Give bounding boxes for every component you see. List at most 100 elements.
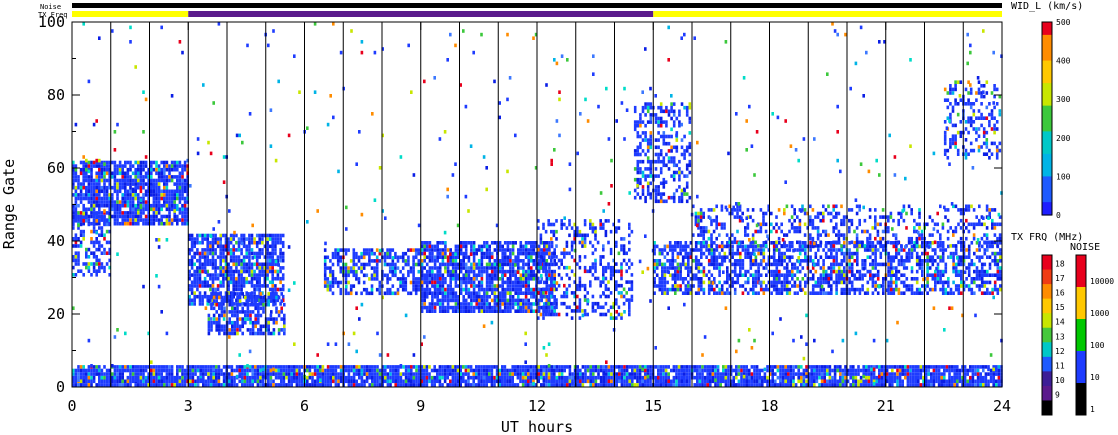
range-cell xyxy=(957,287,961,292)
range-cell xyxy=(417,280,421,285)
range-cell xyxy=(176,196,179,201)
range-cell xyxy=(79,211,83,215)
range-cell xyxy=(79,200,83,204)
range-cell xyxy=(222,273,225,277)
range-cell xyxy=(926,255,929,259)
range-cell xyxy=(850,273,854,277)
range-cell xyxy=(134,171,137,176)
range-cell xyxy=(599,312,602,317)
range-cell xyxy=(207,331,211,336)
range-cell xyxy=(459,277,463,281)
range-cell xyxy=(537,219,540,223)
range-cell xyxy=(467,269,471,274)
range-cell xyxy=(248,244,251,249)
range-cell xyxy=(798,259,802,263)
range-cell xyxy=(798,222,802,227)
range-cell xyxy=(196,237,199,241)
range-cell xyxy=(459,280,463,285)
range-cell xyxy=(819,255,823,259)
range-cell xyxy=(281,276,285,281)
range-cell xyxy=(87,175,91,179)
range-cell xyxy=(462,273,465,277)
range-cell xyxy=(918,215,921,219)
range-cell xyxy=(449,295,452,299)
range-cell xyxy=(791,266,794,270)
range-cell xyxy=(517,287,520,292)
range-cell xyxy=(218,317,221,321)
range-cell xyxy=(77,203,80,208)
range-cell xyxy=(467,277,471,281)
range-cell xyxy=(215,317,218,321)
range-cell xyxy=(767,248,771,252)
range-cell xyxy=(615,226,618,230)
range-cell xyxy=(741,284,745,288)
range-cell xyxy=(783,280,786,285)
range-cell xyxy=(576,229,579,234)
range-cell xyxy=(672,123,676,128)
range-cell xyxy=(436,295,439,299)
range-cell xyxy=(77,251,80,255)
range-cell xyxy=(241,320,244,325)
range-cell xyxy=(82,229,85,234)
range-cell xyxy=(671,266,675,270)
range-cell xyxy=(248,266,251,270)
range-cell xyxy=(555,305,558,310)
range-cell xyxy=(242,233,246,238)
range-cell xyxy=(72,211,75,215)
range-cell xyxy=(108,247,111,252)
range-cell xyxy=(646,167,650,171)
range-cell xyxy=(972,236,976,241)
range-cell xyxy=(783,244,786,248)
range-cell xyxy=(391,273,395,278)
range-cell xyxy=(665,134,668,139)
range-cell xyxy=(176,185,179,190)
range-cell xyxy=(183,200,187,204)
range-cell xyxy=(261,262,264,267)
range-cell xyxy=(639,141,642,146)
range-cell xyxy=(237,255,241,259)
range-cell xyxy=(118,214,122,219)
range-cell xyxy=(667,109,671,114)
range-cell xyxy=(778,287,781,292)
range-cell xyxy=(490,309,494,313)
range-cell xyxy=(444,251,447,256)
range-cell xyxy=(895,266,898,270)
range-cell xyxy=(263,294,267,299)
range-cell xyxy=(560,294,563,299)
range-cell xyxy=(475,295,478,299)
range-cell xyxy=(480,309,484,313)
range-cell xyxy=(622,294,626,299)
range-cell xyxy=(557,265,561,270)
range-cell xyxy=(519,287,523,292)
range-cell xyxy=(155,218,158,222)
range-cell xyxy=(602,276,605,281)
range-cell xyxy=(879,244,882,248)
range-cell xyxy=(155,185,158,190)
range-cell xyxy=(261,237,264,241)
range-cell xyxy=(95,211,98,216)
range-cell xyxy=(375,273,379,278)
range-cell xyxy=(498,259,502,263)
range-cell xyxy=(259,331,263,336)
range-cell xyxy=(633,127,637,132)
range-cell xyxy=(939,204,942,209)
range-cell xyxy=(248,233,251,238)
range-cell xyxy=(207,324,211,329)
range-cell xyxy=(545,298,549,303)
range-cell xyxy=(274,237,277,241)
range-cell xyxy=(607,219,610,223)
range-cell xyxy=(209,248,212,252)
range-cell xyxy=(700,269,703,274)
range-cell xyxy=(960,291,963,295)
range-cell xyxy=(272,295,276,300)
range-cell xyxy=(253,276,256,281)
range-cell xyxy=(259,306,263,311)
range-cell xyxy=(793,280,797,285)
range-cell xyxy=(134,196,137,201)
range-cell xyxy=(150,214,153,219)
range-cell xyxy=(188,258,191,263)
range-cell xyxy=(90,160,93,165)
range-cell xyxy=(496,255,499,259)
range-cell xyxy=(85,185,88,190)
range-cell xyxy=(462,266,465,270)
